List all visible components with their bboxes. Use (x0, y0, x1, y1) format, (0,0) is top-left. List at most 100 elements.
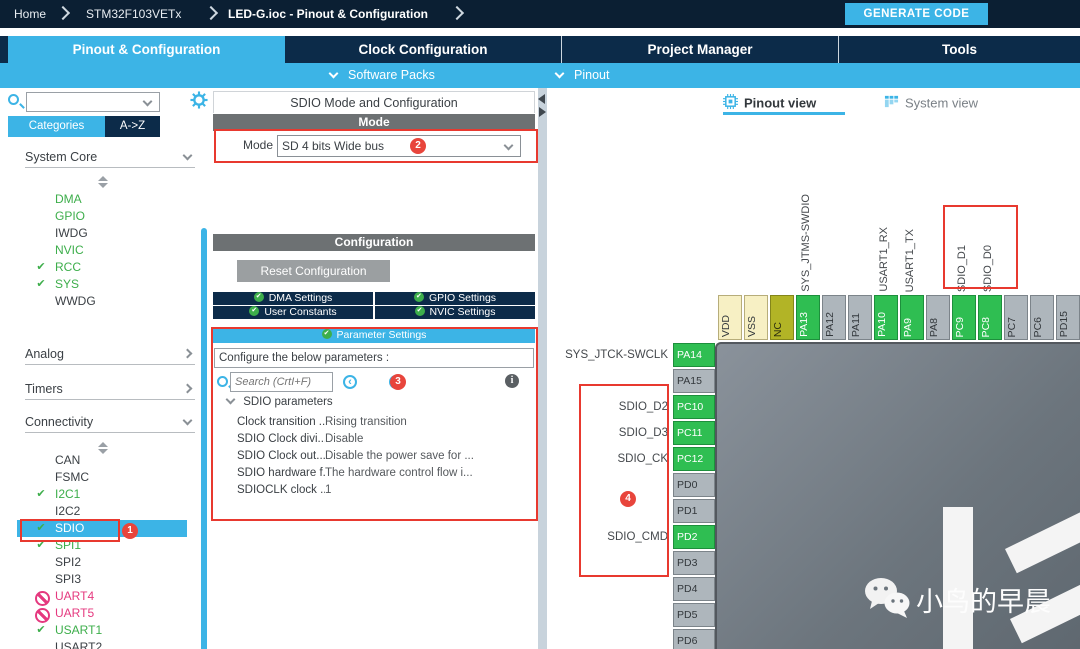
pin-label: PC10 (677, 401, 704, 413)
pin-pa10[interactable]: PA10 (874, 295, 898, 340)
sidebar-item-nvic[interactable]: NVIC (0, 242, 200, 259)
breadcrumb-home[interactable]: Home (14, 7, 47, 21)
pin-pc11[interactable]: PC11 (673, 421, 715, 445)
pin-pa14[interactable]: PA14 (673, 343, 715, 367)
sidebar-item-spi1[interactable]: ✔ SPI1 (0, 537, 200, 554)
pin-pa8[interactable]: PA8 (926, 295, 950, 340)
param-value[interactable]: Disable the power save for ... (325, 450, 474, 462)
sidebar-item-uart5[interactable]: UART5 (0, 605, 200, 623)
pin-pd15[interactable]: PD15 (1056, 295, 1080, 340)
tab-user-constants[interactable]: ✔ User Constants (213, 306, 373, 319)
check-icon: ✔ (36, 278, 46, 290)
pin-pa9[interactable]: PA9 (900, 295, 924, 340)
sort-icon[interactable] (98, 442, 108, 454)
tab-parameter-settings[interactable]: ✔ Parameter Settings (213, 328, 535, 343)
sidebar-search-combobox[interactable] (26, 92, 160, 112)
pin-pd0[interactable]: PD0 (673, 473, 715, 497)
sidebar-tab-categories[interactable]: Categories (8, 116, 105, 137)
sidebar-item-fsmc[interactable]: FSMC (0, 469, 200, 486)
mode-dropdown-value: SD 4 bits Wide bus (282, 139, 385, 153)
pin-pd4[interactable]: PD4 (673, 577, 715, 601)
tab-pinout-view[interactable]: Pinout view (723, 94, 816, 114)
sidebar-tab-a-to-z[interactable]: A->Z (105, 116, 160, 137)
pin-pc10[interactable]: PC10 (673, 395, 715, 419)
sidebar-item-sys[interactable]: ✔ SYS (0, 276, 200, 293)
sidebar-item-usart1[interactable]: ✔ USART1 (0, 622, 200, 639)
subtab-pinout[interactable]: Pinout (554, 63, 609, 88)
pin-pc6[interactable]: PC6 (1030, 295, 1054, 340)
item-label: IWDG (55, 226, 88, 240)
pin-pc9[interactable]: PC9 (952, 295, 976, 340)
param-value[interactable]: The hardware control flow i... (325, 467, 473, 479)
sidebar-item-usart2[interactable]: USART2 (0, 639, 200, 649)
sidebar-item-dma[interactable]: DMA (0, 191, 200, 208)
section-connectivity[interactable]: Connectivity (25, 413, 195, 433)
pin-label: PC12 (677, 453, 704, 465)
info-icon[interactable]: i (505, 374, 519, 388)
pin-pd2[interactable]: PD2 (673, 525, 715, 549)
collapse-right-icon[interactable] (539, 107, 546, 117)
pin-pa15[interactable]: PA15 (673, 369, 715, 393)
tab-project-manager[interactable]: Project Manager (561, 36, 838, 63)
tab-system-view[interactable]: System view (884, 94, 978, 114)
pin-pa11[interactable]: PA11 (848, 295, 872, 340)
pin-nc[interactable]: NC (770, 295, 794, 340)
system-core-items: DMA GPIO IWDG NVIC ✔ RCC ✔ SYS WWDG (0, 191, 200, 310)
section-analog[interactable]: Analog (25, 345, 195, 365)
chip-icon (723, 94, 738, 112)
param-value[interactable]: Disable (325, 433, 364, 445)
pin-pd5[interactable]: PD5 (673, 603, 715, 627)
main-tabs-bar: Pinout & Configuration Clock Configurati… (0, 36, 1080, 63)
collapse-all-icon[interactable]: ‹ (343, 375, 357, 389)
reset-configuration-button[interactable]: Reset Configuration (237, 260, 390, 282)
search-icon (217, 376, 228, 387)
parameter-search-input[interactable] (230, 372, 333, 392)
tab-pinout-configuration[interactable]: Pinout & Configuration (8, 36, 285, 63)
sidebar-scrollbar[interactable] (201, 228, 207, 649)
pin-pc12[interactable]: PC12 (673, 447, 715, 471)
sidebar-item-sdio[interactable]: ✔ SDIO (17, 520, 187, 537)
pin-pd1[interactable]: PD1 (673, 499, 715, 523)
pin-label: PA8 (928, 317, 940, 337)
section-timers[interactable]: Timers (25, 380, 195, 400)
tab-tools[interactable]: Tools (838, 36, 1080, 63)
collapse-left-icon[interactable] (538, 94, 545, 104)
sidebar-item-spi3[interactable]: SPI3 (0, 571, 200, 588)
section-system-core[interactable]: System Core (25, 148, 195, 168)
pin-pa13[interactable]: PA13 (796, 295, 820, 340)
tab-clock-configuration[interactable]: Clock Configuration (358, 42, 488, 57)
subtab-software-packs[interactable]: Software Packs (328, 63, 435, 88)
generate-code-button[interactable]: GENERATE CODE (845, 3, 988, 25)
gear-icon[interactable] (190, 91, 208, 109)
system-view-icon (884, 94, 899, 112)
pin-pd6[interactable]: PD6 (673, 629, 715, 649)
sidebar-item-can[interactable]: CAN (0, 452, 200, 469)
sort-icon[interactable] (98, 176, 108, 188)
pin-pc8[interactable]: PC8 (978, 295, 1002, 340)
item-label: USART2 (55, 640, 103, 649)
mode-dropdown[interactable]: SD 4 bits Wide bus (277, 135, 521, 157)
sidebar-item-spi2[interactable]: SPI2 (0, 554, 200, 571)
breadcrumb-project[interactable]: LED-G.ioc - Pinout & Configuration (228, 7, 428, 21)
sidebar-item-i2c2[interactable]: I2C2 (0, 503, 200, 520)
tab-nvic-settings[interactable]: ✔ NVIC Settings (375, 306, 535, 319)
param-value[interactable]: Rising transition (325, 416, 407, 428)
sidebar-item-i2c1[interactable]: ✔ I2C1 (0, 486, 200, 503)
tab-dma-settings[interactable]: ✔ DMA Settings (213, 292, 373, 305)
pin-vdd[interactable]: VDD (718, 295, 742, 340)
sidebar-item-gpio[interactable]: GPIO (0, 208, 200, 225)
sdio-parameters-group[interactable]: SDIO parameters (225, 394, 333, 408)
breadcrumb-mcu[interactable]: STM32F103VETx (86, 7, 182, 21)
pin-pd3[interactable]: PD3 (673, 551, 715, 575)
sidebar-item-rcc[interactable]: ✔ RCC (0, 259, 200, 276)
sidebar-item-wwdg[interactable]: WWDG (0, 293, 200, 310)
param-value[interactable]: 1 (325, 484, 332, 496)
tab-gpio-settings[interactable]: ✔ GPIO Settings (375, 292, 535, 305)
sidebar-item-uart4[interactable]: UART4 (0, 588, 200, 606)
pin-pc7[interactable]: PC7 (1004, 295, 1028, 340)
pin-vss[interactable]: VSS (744, 295, 768, 340)
item-label: SYS (55, 277, 80, 291)
panel-splitter[interactable] (538, 88, 547, 649)
pin-pa12[interactable]: PA12 (822, 295, 846, 340)
sidebar-item-iwdg[interactable]: IWDG (0, 225, 200, 242)
